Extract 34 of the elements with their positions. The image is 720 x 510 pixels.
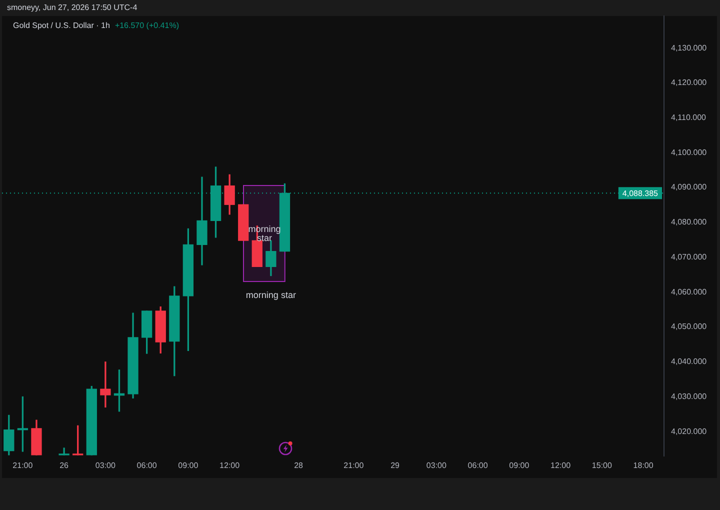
x-tick-label: 12:00	[220, 461, 240, 470]
y-tick-label: 4,110.000	[671, 113, 707, 122]
y-tick-label: 4,020.000	[671, 426, 708, 436]
x-tick-label: 21:00	[344, 461, 364, 470]
annotation: morning star	[244, 290, 297, 300]
y-tick-label: 4,080.000	[671, 218, 708, 227]
y-tick-label: 4,030.000	[671, 392, 708, 401]
y-tick-label: 4,130.000	[671, 43, 708, 52]
candlestick	[58, 448, 70, 456]
y-tick-label: 4,070.000	[671, 252, 708, 262]
x-tick-label: 06:00	[468, 461, 488, 470]
y-tick-label: 4,120.000	[671, 78, 708, 88]
y-tick-label: 4,090.000	[671, 182, 708, 192]
x-tick-label: 03:00	[95, 461, 116, 470]
candlestick	[100, 362, 111, 408]
x-tick-label: 12:00	[550, 461, 572, 470]
ref-line-label: 4,088.385	[622, 188, 659, 198]
x-tick-label: 09:00	[178, 461, 199, 470]
x-tick-label: 06:00	[136, 461, 158, 470]
y-tick-label: 4,060.000	[671, 287, 708, 296]
x-tick-label: 03:00	[426, 461, 447, 470]
x-tick-label: 26	[60, 461, 70, 470]
text: smoneyy, Jun 27, 2026 17:50 UTC-4	[7, 3, 138, 13]
x-tick-label: 21:00	[12, 461, 34, 470]
text: +16.570 (+0.41%)	[114, 21, 179, 31]
x-tick-label: 29	[390, 461, 400, 470]
y-tick-label: 4,100.000	[671, 148, 708, 157]
text: Gold Spot / U.S. Dollar · 1h	[13, 21, 110, 31]
y-tick-label: 4,040.000	[671, 357, 708, 366]
x-tick-label: 28	[294, 461, 304, 470]
x-tick-label: 15:00	[592, 461, 612, 470]
x-tick-label: 18:00	[633, 461, 654, 470]
x-tick-label: 09:00	[509, 461, 530, 470]
y-tick-label: 4,050.000	[671, 322, 708, 332]
